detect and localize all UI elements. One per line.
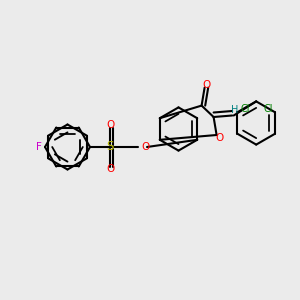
Text: O: O <box>106 164 115 175</box>
Text: F: F <box>35 142 41 152</box>
Text: O: O <box>106 119 115 130</box>
Text: S: S <box>107 140 114 154</box>
Text: O: O <box>202 80 211 90</box>
Text: Cl: Cl <box>241 104 250 114</box>
Text: O: O <box>215 133 223 143</box>
Text: O: O <box>141 142 149 152</box>
Text: Cl: Cl <box>264 104 273 114</box>
Text: H: H <box>231 105 238 115</box>
